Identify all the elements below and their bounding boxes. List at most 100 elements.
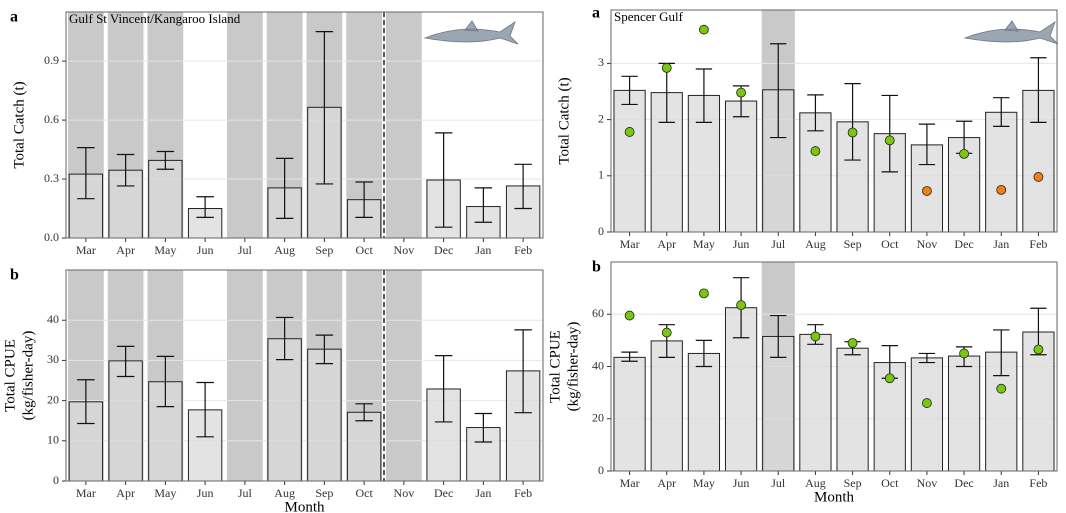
x-tick-label: Dec <box>434 486 453 500</box>
y-tick-label: 3 <box>598 55 604 69</box>
bar <box>687 352 721 472</box>
point <box>847 338 858 348</box>
x-tick-label: Apr <box>657 476 676 490</box>
point <box>624 127 635 137</box>
point <box>1033 344 1044 355</box>
error-bar <box>116 345 135 378</box>
bar <box>799 333 832 472</box>
panel-label: a <box>592 5 600 22</box>
x-tick-label: Jul <box>771 476 786 490</box>
x-tick-label: Sep <box>844 237 862 251</box>
x-tick-label: Sep <box>844 476 862 490</box>
bar <box>724 100 758 233</box>
bar <box>613 356 646 472</box>
shaded-month <box>386 12 422 238</box>
x-tick-label: Jan <box>993 237 1009 251</box>
bar <box>947 355 981 472</box>
bar <box>613 89 646 233</box>
point <box>699 24 709 35</box>
error-bar <box>695 68 713 124</box>
point <box>699 288 709 299</box>
y-axis-title: Total Catch (t) <box>11 81 27 168</box>
plot-background <box>66 12 543 238</box>
y-tick-label: 20 <box>47 392 59 406</box>
shark-illustration <box>423 20 519 45</box>
error-bar <box>1030 57 1047 124</box>
bar <box>148 159 183 239</box>
error-bar <box>881 94 898 173</box>
error-bar <box>315 334 334 365</box>
error-bar <box>918 123 936 166</box>
y-tick-label: 1 <box>598 168 604 182</box>
bar <box>307 348 342 482</box>
x-tick-label: Jun <box>733 237 750 251</box>
y-axis-title: (kg/fisher-day) <box>565 322 581 412</box>
error-bar <box>695 339 713 368</box>
bar <box>108 360 143 482</box>
y-tick-label: 0.6 <box>44 112 59 126</box>
x-tick-label: Oct <box>355 486 373 500</box>
x-tick-label: Apr <box>116 486 135 500</box>
plot-frame <box>610 261 1058 472</box>
point <box>996 184 1007 195</box>
error-bar <box>434 355 453 423</box>
x-tick-label: Oct <box>881 237 899 251</box>
bar <box>799 112 832 233</box>
x-tick-label: Nov <box>917 476 938 490</box>
x-tick-label: Mar <box>76 486 96 500</box>
point <box>810 146 821 156</box>
y-tick-label: 0 <box>598 463 604 477</box>
point <box>661 327 672 338</box>
point <box>922 186 932 196</box>
error-bar <box>993 97 1010 127</box>
error-bar <box>275 157 294 219</box>
error-bar <box>315 31 334 185</box>
error-bar <box>355 181 373 218</box>
bar <box>108 169 143 239</box>
x-tick-label: Dec <box>954 237 973 251</box>
error-bar <box>807 94 824 132</box>
y-tick-label: 0.9 <box>44 53 59 67</box>
x-tick-label: Jan <box>993 476 1009 490</box>
error-bar <box>434 132 453 228</box>
y-tick-label: 40 <box>47 312 59 326</box>
y-tick-label: 30 <box>47 352 59 366</box>
x-tick-label: Aug <box>805 476 826 490</box>
x-tick-label: Apr <box>657 237 676 251</box>
error-bar <box>196 381 214 438</box>
bar <box>346 411 382 482</box>
error-bar <box>355 403 373 422</box>
panel-label: b <box>10 267 19 284</box>
x-tick-label: Nov <box>394 243 415 257</box>
error-bar <box>514 163 532 210</box>
error-bar <box>770 43 787 139</box>
error-bar <box>196 196 214 218</box>
error-bar <box>993 329 1010 377</box>
plot-frame <box>610 9 1058 233</box>
error-bar <box>844 83 861 161</box>
x-tick-label: May <box>154 486 176 500</box>
y-tick-label: 60 <box>592 306 604 320</box>
point <box>847 127 858 138</box>
y-tick-label: 0.3 <box>44 171 59 185</box>
y-axis-title: Total CPUE <box>2 339 18 412</box>
x-tick-label: Dec <box>434 243 453 257</box>
error-bar <box>77 379 95 425</box>
plot-frame <box>65 269 544 482</box>
x-tick-label: Mar <box>620 237 640 251</box>
error-bar <box>514 329 532 414</box>
y-tick-label: 10 <box>47 433 59 447</box>
y-tick-label: 0 <box>598 224 604 238</box>
y-tick-label: 20 <box>592 411 604 425</box>
shaded-month <box>227 12 263 238</box>
x-tick-label: Aug <box>805 237 826 251</box>
x-tick-label: Nov <box>917 237 938 251</box>
point <box>884 135 895 146</box>
point <box>1033 172 1044 182</box>
y-tick-label: 2 <box>598 111 604 125</box>
error-bar <box>156 150 175 170</box>
bar <box>985 111 1018 233</box>
bar <box>910 357 944 472</box>
y-axis-title: Total CPUE <box>547 330 563 403</box>
